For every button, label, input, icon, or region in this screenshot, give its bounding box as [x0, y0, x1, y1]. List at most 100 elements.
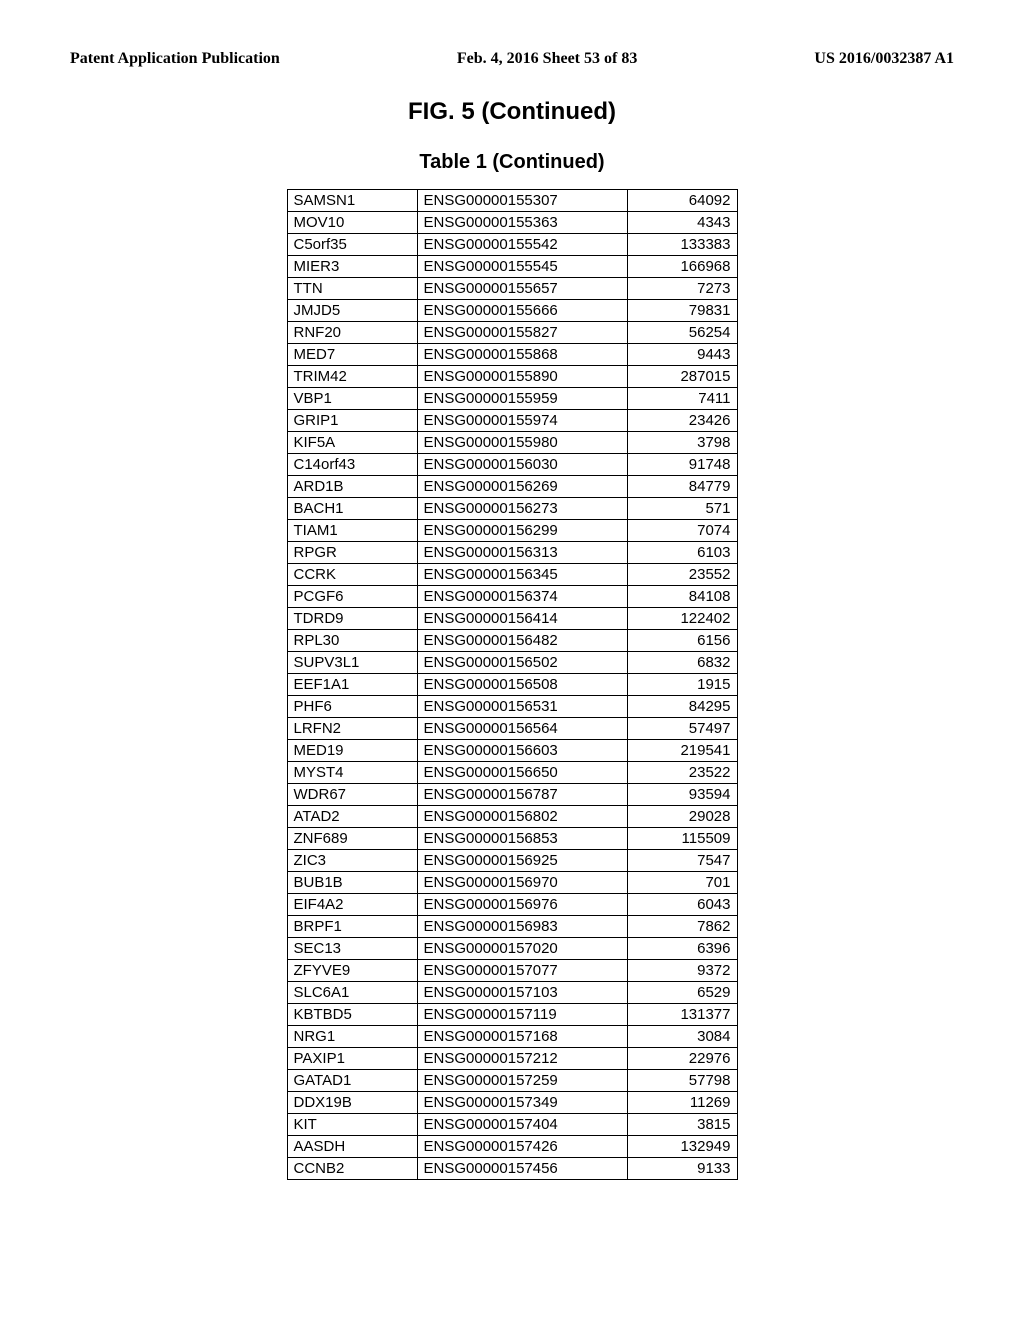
ensg-id-cell: ENSG00000155827 — [417, 322, 627, 344]
table-row: ZIC3ENSG000001569257547 — [287, 850, 737, 872]
gene-symbol-cell: ZNF689 — [287, 828, 417, 850]
numeric-id-cell: 1915 — [627, 674, 737, 696]
numeric-id-cell: 219541 — [627, 740, 737, 762]
table-row: BACH1ENSG00000156273571 — [287, 498, 737, 520]
gene-table: SAMSN1ENSG0000015530764092MOV10ENSG00000… — [287, 189, 738, 1180]
table-row: AASDHENSG00000157426132949 — [287, 1136, 737, 1158]
ensg-id-cell: ENSG00000155868 — [417, 344, 627, 366]
numeric-id-cell: 7273 — [627, 278, 737, 300]
table-row: TIAM1ENSG000001562997074 — [287, 520, 737, 542]
table-row: GATAD1ENSG0000015725957798 — [287, 1070, 737, 1092]
table-row: TDRD9ENSG00000156414122402 — [287, 608, 737, 630]
numeric-id-cell: 57497 — [627, 718, 737, 740]
numeric-id-cell: 6832 — [627, 652, 737, 674]
gene-symbol-cell: C5orf35 — [287, 234, 417, 256]
numeric-id-cell: 3084 — [627, 1026, 737, 1048]
gene-symbol-cell: CCNB2 — [287, 1158, 417, 1180]
table-row: ZFYVE9ENSG000001570779372 — [287, 960, 737, 982]
ensg-id-cell: ENSG00000157259 — [417, 1070, 627, 1092]
gene-symbol-cell: JMJD5 — [287, 300, 417, 322]
gene-symbol-cell: EIF4A2 — [287, 894, 417, 916]
gene-symbol-cell: KIF5A — [287, 432, 417, 454]
gene-symbol-cell: SUPV3L1 — [287, 652, 417, 674]
gene-symbol-cell: MED19 — [287, 740, 417, 762]
ensg-id-cell: ENSG00000156650 — [417, 762, 627, 784]
ensg-id-cell: ENSG00000155542 — [417, 234, 627, 256]
ensg-id-cell: ENSG00000157168 — [417, 1026, 627, 1048]
ensg-id-cell: ENSG00000156970 — [417, 872, 627, 894]
table-row: CCRKENSG0000015634523552 — [287, 564, 737, 586]
ensg-id-cell: ENSG00000157212 — [417, 1048, 627, 1070]
numeric-id-cell: 3815 — [627, 1114, 737, 1136]
ensg-id-cell: ENSG00000155307 — [417, 190, 627, 212]
table-row: CCNB2ENSG000001574569133 — [287, 1158, 737, 1180]
gene-symbol-cell: TIAM1 — [287, 520, 417, 542]
numeric-id-cell: 131377 — [627, 1004, 737, 1026]
numeric-id-cell: 64092 — [627, 190, 737, 212]
header-left: Patent Application Publication — [70, 50, 280, 68]
table-title: Table 1 (Continued) — [70, 151, 954, 174]
numeric-id-cell: 701 — [627, 872, 737, 894]
ensg-id-cell: ENSG00000155974 — [417, 410, 627, 432]
ensg-id-cell: ENSG00000156802 — [417, 806, 627, 828]
gene-symbol-cell: C14orf43 — [287, 454, 417, 476]
numeric-id-cell: 56254 — [627, 322, 737, 344]
table-row: RPL30ENSG000001564826156 — [287, 630, 737, 652]
page-container: Patent Application Publication Feb. 4, 2… — [0, 0, 1024, 1320]
ensg-id-cell: ENSG00000156853 — [417, 828, 627, 850]
gene-symbol-cell: BACH1 — [287, 498, 417, 520]
ensg-id-cell: ENSG00000156273 — [417, 498, 627, 520]
numeric-id-cell: 11269 — [627, 1092, 737, 1114]
ensg-id-cell: ENSG00000156983 — [417, 916, 627, 938]
gene-symbol-cell: ZFYVE9 — [287, 960, 417, 982]
ensg-id-cell: ENSG00000156482 — [417, 630, 627, 652]
table-row: BUB1BENSG00000156970701 — [287, 872, 737, 894]
table-row: MYST4ENSG0000015665023522 — [287, 762, 737, 784]
numeric-id-cell: 287015 — [627, 366, 737, 388]
gene-symbol-cell: PHF6 — [287, 696, 417, 718]
numeric-id-cell: 57798 — [627, 1070, 737, 1092]
table-row: MIER3ENSG00000155545166968 — [287, 256, 737, 278]
header-middle: Feb. 4, 2016 Sheet 53 of 83 — [457, 50, 637, 68]
numeric-id-cell: 6529 — [627, 982, 737, 1004]
numeric-id-cell: 7411 — [627, 388, 737, 410]
ensg-id-cell: ENSG00000157426 — [417, 1136, 627, 1158]
numeric-id-cell: 91748 — [627, 454, 737, 476]
header-row: Patent Application Publication Feb. 4, 2… — [70, 50, 954, 68]
ensg-id-cell: ENSG00000156345 — [417, 564, 627, 586]
ensg-id-cell: ENSG00000156603 — [417, 740, 627, 762]
gene-symbol-cell: VBP1 — [287, 388, 417, 410]
ensg-id-cell: ENSG00000157077 — [417, 960, 627, 982]
table-row: TTNENSG000001556577273 — [287, 278, 737, 300]
numeric-id-cell: 9443 — [627, 344, 737, 366]
numeric-id-cell: 29028 — [627, 806, 737, 828]
ensg-id-cell: ENSG00000155657 — [417, 278, 627, 300]
ensg-id-cell: ENSG00000156030 — [417, 454, 627, 476]
table-row: RNF20ENSG0000015582756254 — [287, 322, 737, 344]
numeric-id-cell: 79831 — [627, 300, 737, 322]
numeric-id-cell: 7074 — [627, 520, 737, 542]
gene-symbol-cell: KIT — [287, 1114, 417, 1136]
gene-symbol-cell: LRFN2 — [287, 718, 417, 740]
gene-symbol-cell: RPGR — [287, 542, 417, 564]
numeric-id-cell: 122402 — [627, 608, 737, 630]
ensg-id-cell: ENSG00000156374 — [417, 586, 627, 608]
gene-symbol-cell: BRPF1 — [287, 916, 417, 938]
numeric-id-cell: 115509 — [627, 828, 737, 850]
table-row: NRG1ENSG000001571683084 — [287, 1026, 737, 1048]
ensg-id-cell: ENSG00000156299 — [417, 520, 627, 542]
ensg-id-cell: ENSG00000156502 — [417, 652, 627, 674]
numeric-id-cell: 6396 — [627, 938, 737, 960]
ensg-id-cell: ENSG00000156269 — [417, 476, 627, 498]
numeric-id-cell: 7547 — [627, 850, 737, 872]
numeric-id-cell: 166968 — [627, 256, 737, 278]
table-row: SEC13ENSG000001570206396 — [287, 938, 737, 960]
numeric-id-cell: 93594 — [627, 784, 737, 806]
gene-symbol-cell: PCGF6 — [287, 586, 417, 608]
numeric-id-cell: 6156 — [627, 630, 737, 652]
table-row: ARD1BENSG0000015626984779 — [287, 476, 737, 498]
ensg-id-cell: ENSG00000156787 — [417, 784, 627, 806]
gene-symbol-cell: ZIC3 — [287, 850, 417, 872]
table-row: PHF6ENSG0000015653184295 — [287, 696, 737, 718]
table-row: C14orf43ENSG0000015603091748 — [287, 454, 737, 476]
